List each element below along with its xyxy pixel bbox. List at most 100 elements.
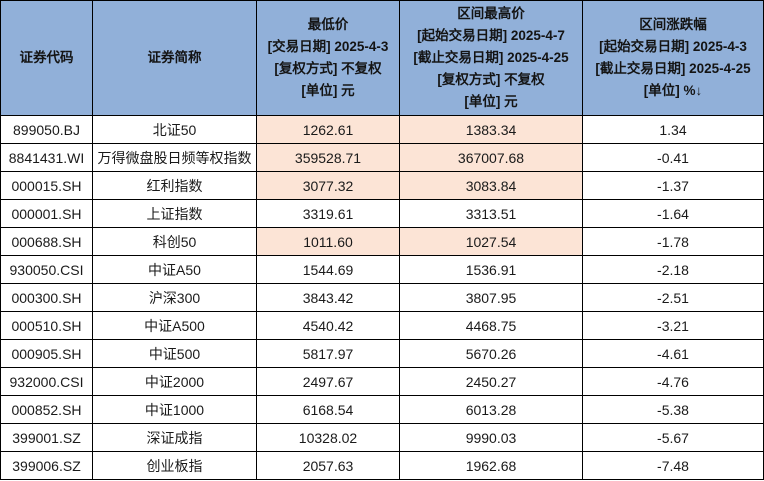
table-row: 930050.CSI 中证A50 1544.69 1536.91 -2.18 — [0, 255, 764, 284]
cell-security-code[interactable]: 000015.SH — [0, 171, 93, 200]
cell-range-pct-change[interactable]: -2.51 — [582, 283, 764, 312]
cell-lowest-price[interactable]: 4540.42 — [256, 311, 400, 340]
cell-range-pct-change[interactable]: -1.64 — [582, 199, 764, 228]
cell-range-high-price[interactable]: 1383.34 — [399, 115, 583, 144]
cell-range-pct-change[interactable]: -5.67 — [582, 423, 764, 452]
cell-range-pct-change[interactable]: -4.76 — [582, 367, 764, 396]
header-range-high-price[interactable]: 区间最高价 [起始交易日期] 2025-4-7 [截止交易日期] 2025-4-… — [399, 0, 583, 116]
header-label: 区间涨跌幅 — [639, 17, 707, 32]
cell-range-pct-change[interactable]: -3.21 — [582, 311, 764, 340]
table-row: 000300.SH 沪深300 3843.42 3807.95 -2.51 — [0, 283, 764, 312]
cell-lowest-price[interactable]: 1011.60 — [256, 227, 400, 256]
cell-range-high-price[interactable]: 367007.68 — [399, 143, 583, 172]
cell-lowest-price[interactable]: 10328.02 — [256, 423, 400, 452]
cell-security-code[interactable]: 000905.SH — [0, 339, 93, 368]
header-param-trade-date: [交易日期] 2025-4-3 — [267, 39, 389, 54]
cell-security-code[interactable]: 399001.SZ — [0, 423, 93, 452]
table-row: 8841431.WI 万得微盘股日频等权指数 359528.71 367007.… — [0, 143, 764, 172]
header-param-start-date: [起始交易日期] 2025-4-7 — [417, 28, 565, 43]
header-param-end-date: [截止交易日期] 2025-4-25 — [413, 50, 569, 65]
cell-lowest-price[interactable]: 1262.61 — [256, 115, 400, 144]
header-param-unit: [单位] 元 — [301, 83, 355, 98]
header-label: 证券代码 — [19, 50, 74, 65]
cell-security-name[interactable]: 中证A500 — [92, 311, 257, 340]
cell-security-name[interactable]: 中证A50 — [92, 255, 257, 284]
cell-range-pct-change[interactable]: -1.78 — [582, 227, 764, 256]
cell-range-high-price[interactable]: 3807.95 — [399, 283, 583, 312]
header-range-pct-change-sorted[interactable]: 区间涨跌幅 [起始交易日期] 2025-4-3 [截止交易日期] 2025-4-… — [582, 0, 764, 116]
cell-lowest-price[interactable]: 3319.61 — [256, 199, 400, 228]
header-param-unit-with-sort-desc-icon: [单位] %↓ — [643, 83, 703, 98]
header-label: 最低价 — [307, 17, 349, 32]
cell-range-pct-change[interactable]: -4.61 — [582, 339, 764, 368]
cell-range-high-price[interactable]: 1962.68 — [399, 451, 583, 480]
cell-security-name[interactable]: 创业板指 — [92, 451, 257, 480]
cell-security-name[interactable]: 上证指数 — [92, 199, 257, 228]
cell-security-name[interactable]: 中证1000 — [92, 395, 257, 424]
cell-lowest-price[interactable]: 6168.54 — [256, 395, 400, 424]
cell-security-name[interactable]: 中证500 — [92, 339, 257, 368]
table-row: 932000.CSI 中证2000 2497.67 2450.27 -4.76 — [0, 367, 764, 396]
cell-lowest-price[interactable]: 5817.97 — [256, 339, 400, 368]
cell-range-pct-change[interactable]: -1.37 — [582, 171, 764, 200]
table-row: 000852.SH 中证1000 6168.54 6013.28 -5.38 — [0, 395, 764, 424]
table-row: 899050.BJ 北证50 1262.61 1383.34 1.34 — [0, 115, 764, 144]
cell-security-name[interactable]: 万得微盘股日频等权指数 — [92, 143, 257, 172]
cell-range-high-price[interactable]: 4468.75 — [399, 311, 583, 340]
cell-security-code[interactable]: 399006.SZ — [0, 451, 93, 480]
cell-lowest-price[interactable]: 359528.71 — [256, 143, 400, 172]
cell-lowest-price[interactable]: 2497.67 — [256, 367, 400, 396]
header-lowest-price[interactable]: 最低价 [交易日期] 2025-4-3 [复权方式] 不复权 [单位] 元 — [256, 0, 400, 116]
cell-range-pct-change[interactable]: -7.48 — [582, 451, 764, 480]
header-label: 证券简称 — [147, 50, 202, 65]
cell-security-code[interactable]: 000001.SH — [0, 199, 93, 228]
cell-security-name[interactable]: 中证2000 — [92, 367, 257, 396]
cell-range-pct-change[interactable]: -0.41 — [582, 143, 764, 172]
cell-security-code[interactable]: 932000.CSI — [0, 367, 93, 396]
header-param-end-date: [截止交易日期] 2025-4-25 — [595, 61, 751, 76]
cell-security-code[interactable]: 899050.BJ — [0, 115, 93, 144]
cell-security-code[interactable]: 000510.SH — [0, 311, 93, 340]
table-row: 000015.SH 红利指数 3077.32 3083.84 -1.37 — [0, 171, 764, 200]
table-row: 000001.SH 上证指数 3319.61 3313.51 -1.64 — [0, 199, 764, 228]
cell-security-name[interactable]: 沪深300 — [92, 283, 257, 312]
header-security-code[interactable]: 证券代码 — [0, 0, 93, 116]
cell-range-high-price[interactable]: 5670.26 — [399, 339, 583, 368]
cell-range-high-price[interactable]: 1027.54 — [399, 227, 583, 256]
cell-range-pct-change[interactable]: -5.38 — [582, 395, 764, 424]
header-security-name[interactable]: 证券简称 — [92, 0, 257, 116]
cell-security-code[interactable]: 000852.SH — [0, 395, 93, 424]
cell-security-code[interactable]: 8841431.WI — [0, 143, 93, 172]
cell-security-code[interactable]: 930050.CSI — [0, 255, 93, 284]
table-row: 000510.SH 中证A500 4540.42 4468.75 -3.21 — [0, 311, 764, 340]
cell-lowest-price[interactable]: 1544.69 — [256, 255, 400, 284]
cell-lowest-price[interactable]: 3077.32 — [256, 171, 400, 200]
cell-security-name[interactable]: 红利指数 — [92, 171, 257, 200]
cell-security-name[interactable]: 北证50 — [92, 115, 257, 144]
table-row: 000688.SH 科创50 1011.60 1027.54 -1.78 — [0, 227, 764, 256]
cell-security-code[interactable]: 000300.SH — [0, 283, 93, 312]
header-param-adjust-mode: [复权方式] 不复权 — [274, 61, 382, 76]
cell-range-high-price[interactable]: 9990.03 — [399, 423, 583, 452]
cell-range-high-price[interactable]: 1536.91 — [399, 255, 583, 284]
cell-range-high-price[interactable]: 2450.27 — [399, 367, 583, 396]
cell-range-high-price[interactable]: 3313.51 — [399, 199, 583, 228]
header-label: 区间最高价 — [457, 6, 525, 21]
header-row: 证券代码 证券简称 最低价 [交易日期] 2025-4-3 [复权方式] 不复权… — [0, 0, 764, 116]
cell-range-pct-change[interactable]: 1.34 — [582, 115, 764, 144]
header-param-adjust-mode: [复权方式] 不复权 — [437, 72, 545, 87]
cell-security-name[interactable]: 深证成指 — [92, 423, 257, 452]
cell-security-code[interactable]: 000688.SH — [0, 227, 93, 256]
table-row: 399001.SZ 深证成指 10328.02 9990.03 -5.67 — [0, 423, 764, 452]
cell-lowest-price[interactable]: 3843.42 — [256, 283, 400, 312]
cell-range-pct-change[interactable]: -2.18 — [582, 255, 764, 284]
cell-range-high-price[interactable]: 6013.28 — [399, 395, 583, 424]
table-row: 399006.SZ 创业板指 2057.63 1962.68 -7.48 — [0, 451, 764, 480]
cell-security-name[interactable]: 科创50 — [92, 227, 257, 256]
cell-lowest-price[interactable]: 2057.63 — [256, 451, 400, 480]
header-param-start-date: [起始交易日期] 2025-4-3 — [599, 39, 747, 54]
cell-range-high-price[interactable]: 3083.84 — [399, 171, 583, 200]
header-param-unit: [单位] 元 — [464, 94, 518, 109]
